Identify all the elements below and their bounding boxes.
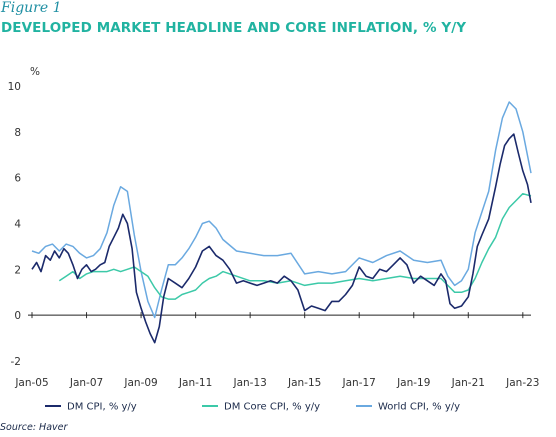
figure-label: Figure 1	[1, 0, 62, 16]
x-axis-ticks: Jan-05 Jan-07 Jan-09 Jan-11 Jan-13 Jan-15 Jan-…	[14, 312, 539, 389]
x-tick-label: Jan-13	[232, 377, 266, 389]
y-tick-label: 8	[14, 127, 21, 139]
y-tick-label: 4	[14, 219, 21, 231]
x-tick-label: Jan-09	[123, 377, 157, 389]
x-tick-label: Jan-15	[287, 377, 321, 389]
legend-label: DM CPI, % y/y	[67, 402, 137, 413]
x-tick-label: Jan-07	[69, 377, 103, 389]
x-tick-label: Jan-19	[396, 377, 430, 389]
x-tick-label: Jan-17	[342, 377, 376, 389]
chart-title: DEVELOPED MARKET HEADLINE AND CORE INFLA…	[1, 20, 467, 36]
series-line-dm-cpi-y-y	[31, 133, 532, 344]
y-axis-ticks: -2 0 2 4 6 8 10	[8, 81, 22, 368]
y-tick-label: 6	[14, 173, 21, 185]
y-tick-label: 2	[14, 264, 21, 276]
y-tick-label: 10	[8, 81, 21, 93]
x-tick-label: Jan-05	[14, 377, 48, 389]
legend-label: DM Core CPI, % y/y	[224, 402, 320, 413]
source-note: Source: Haver	[0, 422, 68, 433]
legend: DM CPI, % y/y DM Core CPI, % y/y World CPI…	[45, 402, 460, 413]
y-tick-label: -2	[11, 356, 21, 368]
legend-label: World CPI, % y/y	[378, 402, 460, 413]
series-line-world-cpi-y-y	[31, 101, 532, 319]
x-tick-label: Jan-11	[178, 377, 212, 389]
series-lines	[31, 101, 532, 344]
y-axis-label: %	[30, 66, 40, 78]
y-tick-label: 0	[14, 310, 21, 322]
x-tick-label: Jan-23	[505, 377, 539, 389]
x-tick-label: Jan-21	[451, 377, 485, 389]
